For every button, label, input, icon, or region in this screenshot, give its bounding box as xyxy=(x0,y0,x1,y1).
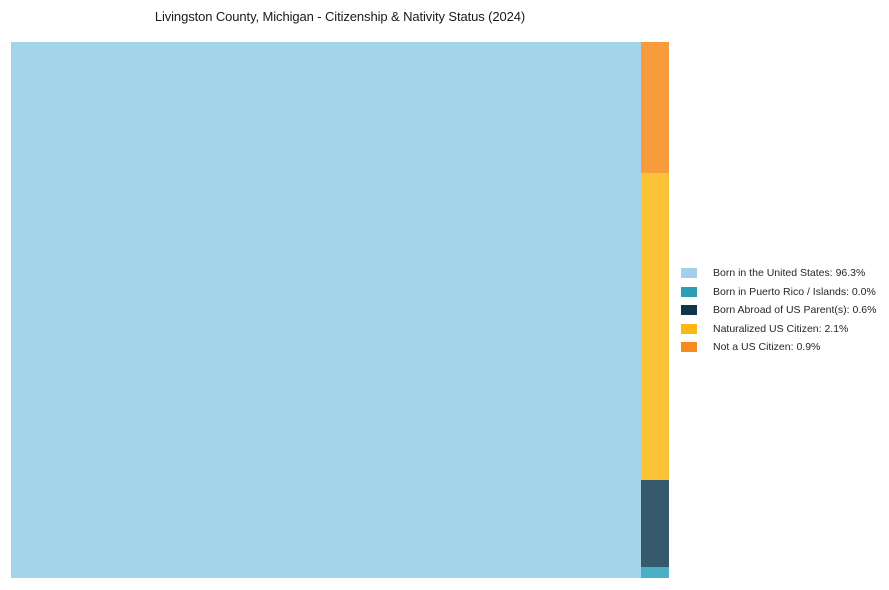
treemap-cell xyxy=(11,42,641,578)
chart-title: Livingston County, Michigan - Citizenshi… xyxy=(154,9,526,24)
legend-label: Born in Puerto Rico / Islands: 0.0% xyxy=(713,285,876,298)
legend-swatch-icon xyxy=(681,342,697,353)
treemap-cell xyxy=(641,173,669,480)
legend-swatch-icon xyxy=(681,323,697,334)
legend-swatch-icon xyxy=(681,286,697,297)
treemap xyxy=(11,42,669,578)
legend-label: Born Abroad of US Parent(s): 0.6% xyxy=(713,304,877,317)
treemap-cell xyxy=(641,479,669,567)
treemap-cell xyxy=(641,42,669,174)
legend-row: Naturalized US Citizen: 2.1% xyxy=(681,320,876,339)
legend-row: Born in Puerto Rico / Islands: 0.0% xyxy=(681,283,876,302)
legend-row: Not a US Citizen: 0.9% xyxy=(681,338,876,357)
legend-swatch-icon xyxy=(681,268,697,279)
legend-label: Naturalized US Citizen: 2.1% xyxy=(713,322,849,335)
treemap-cell xyxy=(641,567,669,578)
legend-row: Born in the United States: 96.3% xyxy=(681,264,876,283)
legend: Born in the United States: 96.3% Born in … xyxy=(681,264,876,357)
legend-label: Born in the United States: 96.3% xyxy=(713,267,866,280)
legend-row: Born Abroad of US Parent(s): 0.6% xyxy=(681,301,876,320)
legend-label: Not a US Citizen: 0.9% xyxy=(713,341,821,354)
legend-swatch-icon xyxy=(681,305,697,316)
